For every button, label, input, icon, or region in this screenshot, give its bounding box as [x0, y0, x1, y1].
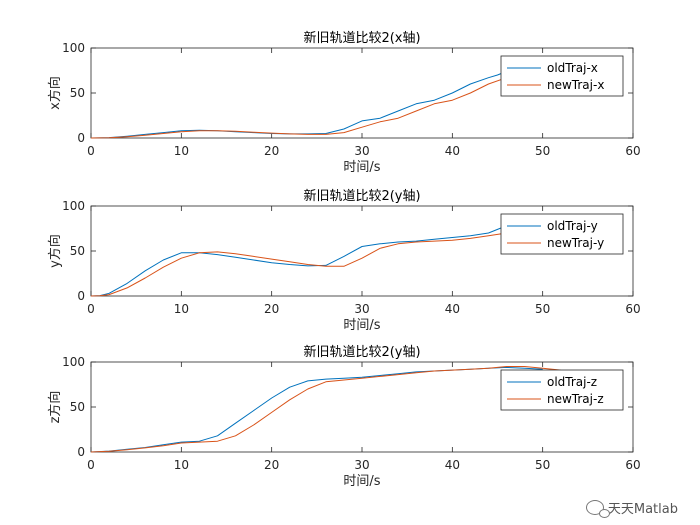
x-tick-label: 20 [264, 144, 279, 158]
chart-title: 新旧轨道比较2(x轴) [303, 30, 420, 46]
series-line-newTraj-z [90, 366, 561, 453]
x-tick-label: 10 [174, 302, 189, 316]
legend-box [500, 369, 624, 411]
x-axis-label: 时间/s [343, 160, 380, 175]
x-tick-label: 20 [264, 458, 279, 472]
x-tick-label: 60 [625, 144, 640, 158]
x-tick-label: 30 [354, 302, 369, 316]
y-tick-label: 50 [70, 400, 85, 414]
x-tick-label: 0 [87, 144, 95, 158]
x-axis-label: 时间/s [343, 318, 380, 333]
y-tick-label: 0 [77, 445, 85, 459]
x-tick-label: 10 [174, 144, 189, 158]
watermark: 天天Matlab [585, 498, 678, 518]
x-tick-label: 40 [445, 458, 460, 472]
legend-entry: newTraj-y [547, 236, 604, 250]
y-tick-label: 100 [62, 41, 85, 55]
y-tick-label: 0 [77, 289, 85, 303]
x-tick-label: 50 [535, 302, 550, 316]
x-tick-label: 20 [264, 302, 279, 316]
watermark-text: 天天Matlab [607, 502, 678, 517]
x-tick-label: 0 [87, 458, 95, 472]
legend-entry: oldTraj-y [547, 219, 598, 233]
x-tick-label: 60 [625, 302, 640, 316]
legend-box [500, 213, 624, 255]
y-axis-label: x方向 [47, 76, 63, 110]
y-tick-label: 50 [70, 244, 85, 258]
legend-entry: newTraj-x [547, 78, 604, 92]
legend-entry: oldTraj-x [547, 61, 598, 75]
x-tick-label: 50 [535, 458, 550, 472]
y-tick-label: 0 [77, 131, 85, 145]
y-tick-label: 50 [70, 86, 85, 100]
x-tick-label: 50 [535, 144, 550, 158]
y-axis-label: y方向 [47, 234, 63, 268]
series-line-newTraj-y [90, 228, 543, 297]
wechat-icon [585, 500, 610, 518]
subplot-1: 0 10 20 30 40 50 60 0 50 100 新旧轨道比较2(x轴) 时间/s x方向 old… [47, 30, 641, 175]
series-line-oldTraj-x [90, 67, 543, 139]
x-tick-label: 30 [354, 144, 369, 158]
subplot-2: 0 10 20 30 40 50 60 0 50 100 新旧轨道比较2(y轴) 时间/s y方向 old… [47, 188, 641, 333]
legend-entry: oldTraj-z [547, 375, 597, 389]
x-tick-label: 10 [174, 458, 189, 472]
x-tick-label: 40 [445, 302, 460, 316]
subplot-3: 0 10 20 30 40 50 60 0 50 100 新旧轨道比较2(y轴) 时间/s z方向 old… [47, 344, 641, 489]
x-tick-label: 40 [445, 144, 460, 158]
y-tick-label: 100 [62, 199, 85, 213]
chart-title: 新旧轨道比较2(y轴) [303, 188, 420, 204]
y-axis-label: z方向 [47, 391, 63, 424]
x-tick-label: 0 [87, 302, 95, 316]
x-axis-label: 时间/s [343, 474, 380, 489]
legend-entry: newTraj-z [547, 392, 604, 406]
x-tick-label: 30 [354, 458, 369, 472]
chart-title: 新旧轨道比较2(y轴) [303, 344, 420, 360]
series-line-newTraj-x [90, 70, 543, 139]
legend-box [500, 55, 624, 97]
x-tick-label: 60 [625, 458, 640, 472]
y-tick-label: 100 [62, 355, 85, 369]
